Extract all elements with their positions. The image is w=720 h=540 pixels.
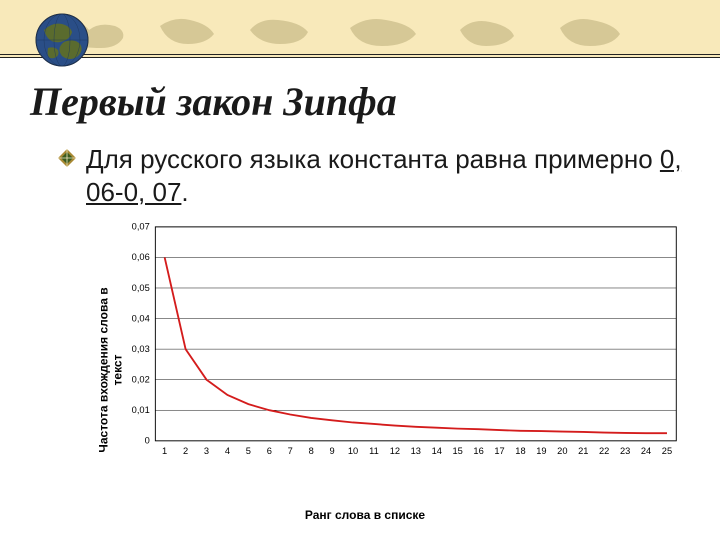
svg-text:0,03: 0,03 — [132, 344, 150, 354]
svg-text:0,04: 0,04 — [132, 313, 150, 323]
svg-text:1: 1 — [162, 446, 167, 456]
bullet-suffix: . — [181, 177, 188, 207]
world-map-silhouettes — [0, 0, 720, 58]
svg-text:25: 25 — [662, 446, 672, 456]
svg-text:24: 24 — [641, 446, 651, 456]
svg-text:0,07: 0,07 — [132, 222, 150, 232]
svg-text:7: 7 — [288, 446, 293, 456]
svg-text:20: 20 — [557, 446, 567, 456]
bullet-text: Для русского языка константа равна приме… — [86, 143, 720, 208]
globe-icon — [34, 12, 90, 68]
header-strip — [0, 0, 720, 58]
svg-text:15: 15 — [453, 446, 463, 456]
svg-text:11: 11 — [369, 446, 379, 456]
svg-text:5: 5 — [246, 446, 251, 456]
svg-text:0,06: 0,06 — [132, 252, 150, 262]
svg-text:10: 10 — [348, 446, 358, 456]
svg-text:0: 0 — [145, 436, 150, 446]
bullet-item: Для русского языка константа равна приме… — [58, 143, 720, 208]
svg-text:17: 17 — [494, 446, 504, 456]
svg-text:16: 16 — [473, 446, 483, 456]
svg-text:2: 2 — [183, 446, 188, 456]
svg-text:0,05: 0,05 — [132, 283, 150, 293]
svg-text:18: 18 — [515, 446, 525, 456]
svg-text:14: 14 — [432, 446, 442, 456]
svg-text:22: 22 — [599, 446, 609, 456]
svg-text:0,02: 0,02 — [132, 374, 150, 384]
svg-text:13: 13 — [411, 446, 421, 456]
svg-text:3: 3 — [204, 446, 209, 456]
svg-text:0,01: 0,01 — [132, 405, 150, 415]
svg-text:19: 19 — [536, 446, 546, 456]
compass-bullet-icon — [58, 149, 76, 167]
svg-text:6: 6 — [267, 446, 272, 456]
chart-plot-area: 00,010,020,030,040,050,060,07 1234567891… — [120, 220, 680, 470]
chart-xlabel: Ранг слова в списке — [40, 508, 690, 522]
svg-text:4: 4 — [225, 446, 230, 456]
svg-text:9: 9 — [330, 446, 335, 456]
slide-title: Первый закон Зипфа — [30, 78, 720, 125]
svg-text:8: 8 — [309, 446, 314, 456]
svg-text:12: 12 — [390, 446, 400, 456]
zipf-chart: Частота вхождения слова в текст 00,010,0… — [40, 220, 690, 520]
svg-text:21: 21 — [578, 446, 588, 456]
svg-text:23: 23 — [620, 446, 630, 456]
header-double-rule — [0, 54, 720, 58]
bullet-prefix: Для русского языка константа равна приме… — [86, 144, 660, 174]
